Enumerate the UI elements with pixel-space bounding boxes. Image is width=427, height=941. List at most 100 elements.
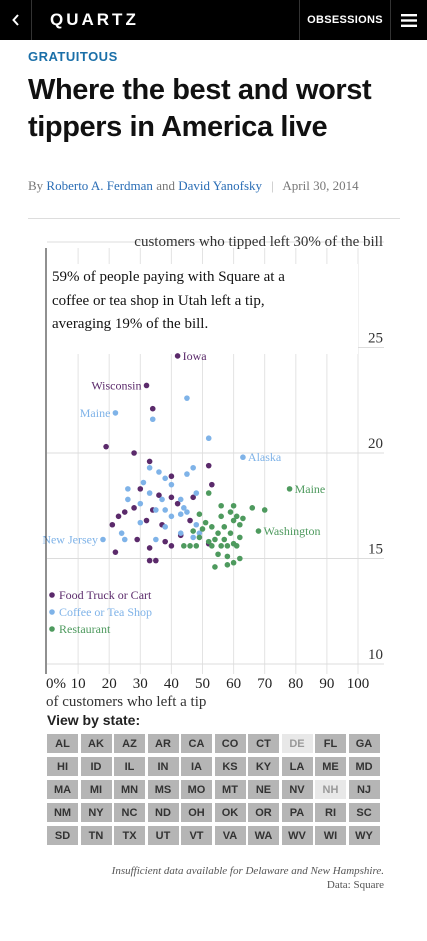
state-button-sc[interactable]: SC [348, 803, 380, 822]
data-point[interactable] [121, 536, 128, 543]
data-point[interactable] [190, 534, 196, 541]
state-button-nj[interactable]: NJ [348, 780, 380, 799]
data-point[interactable] [168, 513, 175, 520]
state-button-ut[interactable]: UT [147, 826, 179, 845]
data-point[interactable] [140, 479, 147, 486]
data-point[interactable] [224, 543, 231, 549]
data-point[interactable] [202, 519, 209, 526]
state-button-ok[interactable]: OK [214, 803, 246, 822]
data-point[interactable] [109, 521, 116, 528]
state-button-me[interactable]: ME [315, 757, 346, 776]
data-point[interactable] [153, 536, 159, 543]
state-button-ne[interactable]: NE [248, 780, 279, 799]
data-point[interactable] [125, 496, 131, 503]
data-point[interactable] [177, 530, 184, 536]
data-point[interactable] [227, 530, 234, 536]
state-button-ia[interactable]: IA [181, 757, 212, 776]
data-point[interactable] [115, 513, 122, 520]
data-point[interactable] [146, 490, 153, 496]
data-point[interactable] [190, 494, 196, 501]
state-button-wi[interactable]: WI [315, 826, 346, 845]
data-point[interactable] [237, 521, 243, 528]
data-point[interactable] [218, 543, 224, 549]
article-kicker[interactable]: GRATUITOUS [28, 49, 118, 64]
data-point[interactable] [168, 481, 175, 488]
data-point[interactable] [212, 536, 218, 543]
data-point[interactable] [209, 524, 215, 530]
state-button-ca[interactable]: CA [181, 734, 212, 753]
back-button[interactable] [0, 0, 32, 40]
data-point[interactable] [143, 517, 150, 524]
data-point[interactable] [215, 551, 221, 558]
data-point[interactable] [227, 509, 234, 515]
data-point[interactable] [187, 543, 193, 549]
state-button-tx[interactable]: TX [114, 826, 145, 845]
data-point[interactable] [199, 526, 206, 532]
data-point[interactable] [255, 528, 262, 534]
state-button-id[interactable]: ID [80, 757, 112, 776]
data-point[interactable] [121, 509, 128, 515]
state-button-ri[interactable]: RI [315, 803, 346, 822]
data-point[interactable] [193, 543, 200, 549]
data-point[interactable] [221, 536, 228, 543]
state-button-wy[interactable]: WY [348, 826, 380, 845]
data-point[interactable] [156, 492, 162, 499]
data-point[interactable] [177, 511, 184, 517]
data-point[interactable] [131, 505, 137, 511]
data-point[interactable] [177, 496, 184, 503]
state-button-ks[interactable]: KS [214, 757, 246, 776]
state-button-tn[interactable]: TN [80, 826, 112, 845]
data-point[interactable] [184, 509, 190, 515]
state-button-in[interactable]: IN [147, 757, 179, 776]
data-point[interactable] [196, 530, 203, 536]
data-point[interactable] [249, 505, 256, 511]
data-point[interactable] [153, 507, 159, 513]
data-point[interactable] [205, 490, 212, 496]
data-point[interactable] [218, 502, 224, 509]
data-point[interactable] [168, 543, 175, 549]
state-button-vt[interactable]: VT [181, 826, 212, 845]
state-button-co[interactable]: CO [214, 734, 246, 753]
data-point[interactable] [209, 543, 215, 549]
data-point[interactable] [184, 471, 190, 477]
data-point[interactable] [181, 543, 187, 549]
data-point[interactable] [103, 443, 109, 450]
state-button-md[interactable]: MD [348, 757, 380, 776]
data-point[interactable] [174, 353, 181, 359]
author-link[interactable]: Roberto A. Ferdman [46, 178, 153, 193]
obsessions-link[interactable]: OBSESSIONS [299, 0, 391, 40]
data-point[interactable] [187, 517, 193, 524]
data-point[interactable] [153, 557, 159, 564]
data-point[interactable] [159, 496, 165, 503]
state-button-oh[interactable]: OH [181, 803, 212, 822]
state-button-ky[interactable]: KY [248, 757, 279, 776]
state-button-wa[interactable]: WA [248, 826, 279, 845]
state-button-ga[interactable]: GA [348, 734, 380, 753]
data-point[interactable] [215, 530, 221, 536]
data-point[interactable] [286, 486, 293, 492]
state-button-va[interactable]: VA [214, 826, 246, 845]
data-point[interactable] [181, 505, 187, 511]
data-point[interactable] [261, 507, 268, 513]
data-point[interactable] [190, 464, 196, 471]
state-button-ct[interactable]: CT [248, 734, 279, 753]
data-point[interactable] [168, 494, 175, 501]
data-point[interactable] [162, 507, 168, 513]
data-point[interactable] [168, 473, 175, 480]
data-point[interactable] [193, 521, 200, 528]
data-point[interactable] [230, 517, 237, 524]
state-button-ny[interactable]: NY [80, 803, 112, 822]
data-point[interactable] [149, 405, 156, 412]
data-point[interactable] [149, 416, 156, 423]
state-button-il[interactable]: IL [114, 757, 145, 776]
author-link[interactable]: David Yanofsky [178, 178, 263, 193]
data-point[interactable] [112, 410, 119, 416]
data-point[interactable] [224, 562, 231, 568]
data-point[interactable] [233, 513, 240, 520]
data-point[interactable] [190, 528, 196, 534]
state-button-nv[interactable]: NV [281, 780, 313, 799]
state-button-nd[interactable]: ND [147, 803, 179, 822]
data-point[interactable] [146, 545, 153, 551]
state-button-mi[interactable]: MI [80, 780, 112, 799]
data-point[interactable] [196, 511, 203, 517]
